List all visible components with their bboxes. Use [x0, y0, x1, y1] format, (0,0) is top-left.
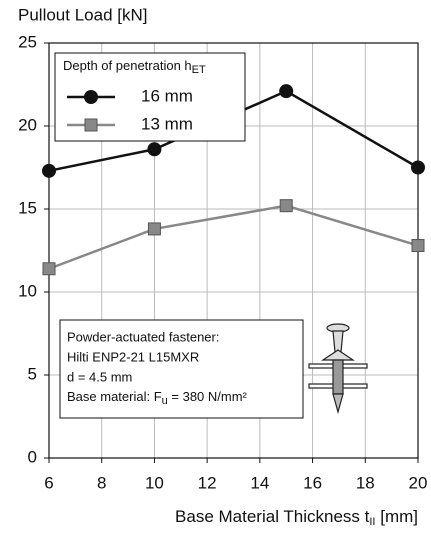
y-tick-label: 5: [28, 364, 37, 383]
annotation-line: Base material: Fu = 380 N/mm²: [67, 389, 248, 406]
legend-title-sub: ET: [192, 64, 206, 76]
x-tick-label: 12: [198, 473, 217, 492]
legend-label: 16 mm: [141, 86, 193, 105]
annotation-sub: u: [162, 395, 168, 407]
x-tick-label: 18: [356, 473, 375, 492]
annotation-line: Hilti ENP2-21 L15MXR: [67, 349, 199, 364]
x-tick-label: 8: [97, 473, 106, 492]
x-label-unit: [mm]: [376, 507, 419, 526]
y-tick-label: 10: [18, 281, 37, 300]
series-line: [48, 204, 419, 270]
y-tick-label: 25: [18, 32, 37, 51]
data-point: [42, 163, 56, 178]
data-point: [147, 142, 162, 157]
annotation-line: Powder-actuated fastener:: [67, 329, 219, 344]
data-point: [279, 84, 294, 99]
data-point: [411, 160, 425, 175]
x-tick-label: 10: [145, 473, 164, 492]
legend-title-main: Depth of penetration h: [63, 58, 192, 73]
x-tick-label: 6: [44, 473, 53, 492]
annotation-box: [59, 319, 304, 419]
annotation: Powder-actuated fastener: Hilti ENP2-21 …: [59, 319, 304, 419]
annotation-main: Base material: F: [67, 389, 162, 404]
x-tick-label: 20: [409, 473, 428, 492]
x-tick-label: 14: [250, 473, 269, 492]
fastener-icon: [308, 323, 368, 415]
legend-marker: [84, 118, 98, 132]
y-axis-label: Pullout Load [kN]: [18, 5, 147, 24]
data-point: [42, 262, 56, 276]
y-tick-label: 15: [18, 198, 37, 217]
x-axis-label: Base Material Thickness tII [mm]: [175, 507, 418, 527]
y-tick-label: 20: [18, 115, 37, 134]
y-tick-label: 0: [28, 447, 37, 466]
annotation-line: d = 4.5 mm: [67, 369, 132, 384]
legend-marker: [84, 90, 98, 104]
data-point: [279, 199, 293, 213]
x-tick-label: 16: [303, 473, 322, 492]
legend-title: Depth of penetration hET: [63, 58, 206, 75]
legend-label: 13 mm: [141, 114, 193, 133]
data-point: [147, 222, 161, 236]
legend: Depth of penetration hET 16 mm 13 mm: [54, 52, 246, 142]
x-label-sub: II: [369, 516, 375, 528]
annotation-rest: = 380 N/mm²: [168, 389, 248, 404]
data-point: [411, 239, 425, 253]
x-label-main: Base Material Thickness t: [175, 507, 370, 526]
